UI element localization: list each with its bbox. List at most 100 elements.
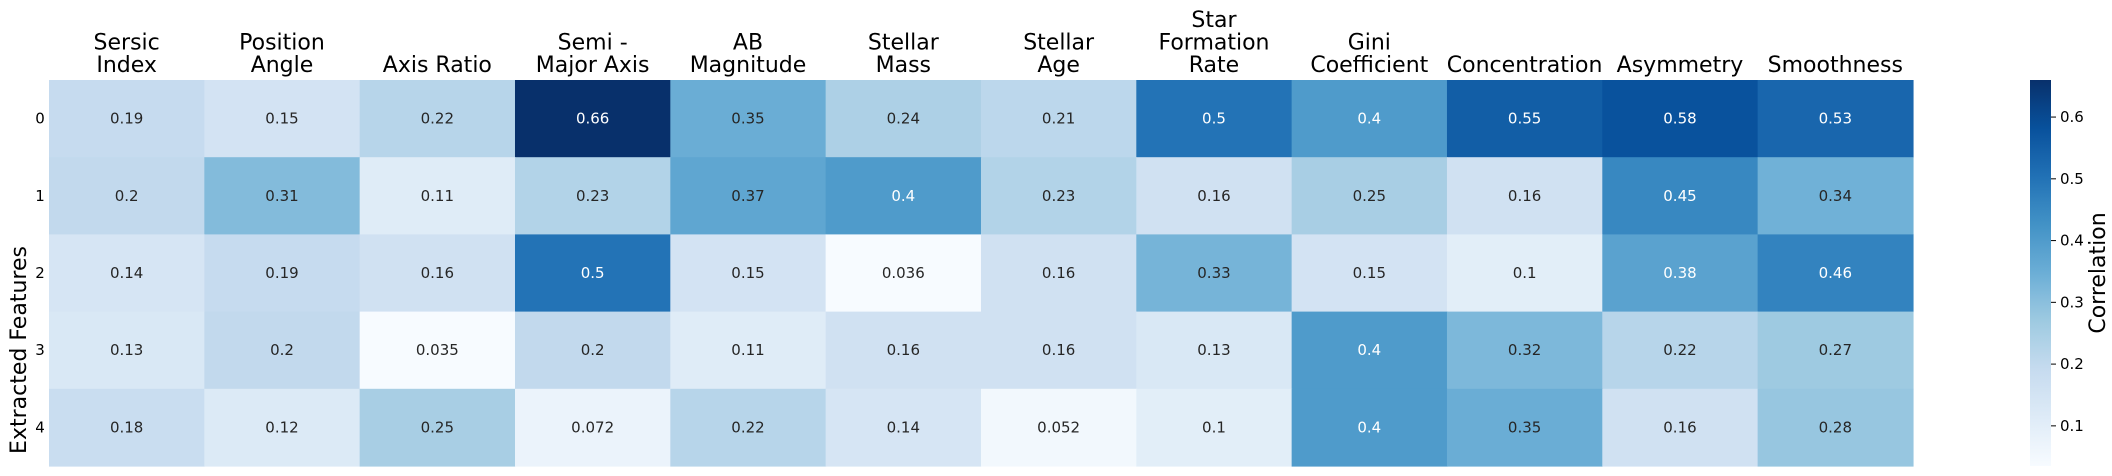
heatmap-cell — [1446, 234, 1603, 313]
colorbar-tick-label: 0.5 — [2060, 170, 2084, 188]
cell-value-label: 0.035 — [416, 341, 459, 359]
column-label: Smoothness — [1768, 53, 1903, 78]
colorbar: 0.1 0.2 0.3 0.4 0.5 0.6 Correlation — [2030, 80, 2111, 466]
heatmap-cell — [1446, 388, 1603, 467]
column-label: Axis Ratio — [383, 53, 492, 78]
heatmap-cell — [1136, 234, 1293, 313]
heatmap-cell — [204, 157, 361, 235]
cell-value-label: 0.22 — [1663, 341, 1696, 359]
cell-value-label: 0.66 — [576, 110, 609, 128]
cell-value-label: 0.34 — [1819, 187, 1852, 205]
heatmap-cell — [1757, 234, 1914, 313]
heatmap-cell — [49, 234, 205, 313]
heatmap-cell — [49, 311, 205, 390]
row-label: 3 — [35, 341, 45, 359]
heatmap-cell — [1136, 157, 1293, 235]
cell-value-label: 0.27 — [1819, 341, 1852, 359]
heatmap-cell — [980, 157, 1137, 235]
heatmap-cell — [359, 157, 516, 235]
heatmap-cell — [825, 311, 982, 390]
colorbar-tick-label: 0.4 — [2060, 232, 2084, 250]
heatmap-cell — [1446, 157, 1603, 235]
row-labels: 0 1 2 3 4 — [35, 110, 45, 437]
cell-value-labels: 0.19 0.15 0.22 0.66 0.35 0.24 0.21 0.5 0.4 0.55 0.… — [110, 110, 1852, 437]
column-label: Stellar Mass — [868, 31, 940, 79]
cell-value-label: 0.16 — [421, 264, 454, 282]
cell-value-label: 0.19 — [110, 110, 143, 128]
cell-value-label: 0.37 — [731, 187, 764, 205]
heatmap-cell — [670, 157, 827, 235]
colorbar-gradient — [2030, 80, 2051, 466]
cell-value-label: 0.12 — [265, 418, 298, 436]
cell-value-label: 0.45 — [1663, 187, 1696, 205]
cell-value-label: 0.14 — [887, 418, 920, 436]
cell-value-label: 0.24 — [887, 110, 920, 128]
row-label: 1 — [35, 187, 45, 205]
cell-value-label: 0.35 — [731, 110, 764, 128]
cell-value-label: 0.25 — [1353, 187, 1386, 205]
column-label: Asymmetry — [1617, 53, 1744, 78]
heatmap-cell — [359, 234, 516, 313]
cell-value-label: 0.16 — [1508, 187, 1541, 205]
heatmap-cell — [204, 388, 361, 467]
cell-value-label: 0.14 — [110, 264, 143, 282]
cell-value-label: 0.4 — [1357, 341, 1381, 359]
heatmap-cell — [1291, 388, 1448, 467]
cell-value-label: 0.4 — [1357, 110, 1381, 128]
cell-value-label: 0.1 — [1513, 264, 1537, 282]
cell-value-label: 0.21 — [1042, 110, 1075, 128]
cell-value-label: 0.25 — [421, 418, 454, 436]
cell-value-label: 0.13 — [1197, 341, 1230, 359]
heatmap-cell — [49, 157, 205, 235]
heatmap-cell — [1602, 388, 1759, 467]
cell-value-label: 0.036 — [882, 264, 925, 282]
heatmap-cell — [1757, 157, 1914, 235]
column-label: Star Formation Rate — [1158, 8, 1269, 78]
colorbar-tick-label: 0.3 — [2060, 293, 2084, 311]
cell-value-label: 0.16 — [1197, 187, 1230, 205]
cell-value-label: 0.28 — [1819, 418, 1852, 436]
cell-value-label: 0.072 — [571, 418, 614, 436]
heatmap-cell — [514, 388, 671, 467]
cell-value-label: 0.33 — [1197, 264, 1230, 282]
heatmap-cell — [204, 234, 361, 313]
cell-value-label: 0.1 — [1202, 418, 1226, 436]
cell-value-label: 0.31 — [265, 187, 298, 205]
heatmap-cell — [670, 234, 827, 313]
cell-value-label: 0.16 — [1663, 418, 1696, 436]
heatmap-cell — [49, 80, 205, 158]
heatmap-cell — [1291, 234, 1448, 313]
cell-value-label: 0.11 — [421, 187, 454, 205]
colorbar-label: Correlation — [2086, 212, 2111, 333]
heatmap-cell — [825, 388, 982, 467]
cell-value-label: 0.5 — [1202, 110, 1226, 128]
cell-value-label: 0.15 — [1353, 264, 1386, 282]
heatmap-cell — [1757, 80, 1914, 158]
heatmap-cell — [670, 311, 827, 390]
cell-value-label: 0.58 — [1663, 110, 1696, 128]
cell-value-label: 0.13 — [110, 341, 143, 359]
column-label: Position Angle — [239, 31, 325, 79]
cell-value-label: 0.55 — [1508, 110, 1541, 128]
cell-value-label: 0.2 — [115, 187, 139, 205]
cell-value-label: 0.16 — [1042, 341, 1075, 359]
cell-value-label: 0.15 — [731, 264, 764, 282]
cell-value-label: 0.32 — [1508, 341, 1541, 359]
colorbar-tick-label: 0.1 — [2060, 417, 2084, 435]
heatmap-cell — [670, 80, 827, 158]
heatmap-cell — [514, 80, 671, 158]
cell-value-label: 0.16 — [1042, 264, 1075, 282]
heatmap-cell — [49, 388, 205, 467]
heatmap-cell — [1136, 311, 1293, 390]
heatmap-cell — [980, 388, 1137, 467]
heatmap-cell — [1291, 80, 1448, 158]
heatmap-cell — [1291, 157, 1448, 235]
column-label: AB Magnitude — [690, 31, 807, 79]
colorbar-tick-label: 0.2 — [2060, 355, 2084, 373]
row-label: 4 — [35, 418, 45, 436]
heatmap-cell — [1757, 388, 1914, 467]
cell-value-label: 0.052 — [1037, 418, 1080, 436]
heatmap-cell — [204, 311, 361, 390]
row-label: 0 — [35, 110, 45, 128]
